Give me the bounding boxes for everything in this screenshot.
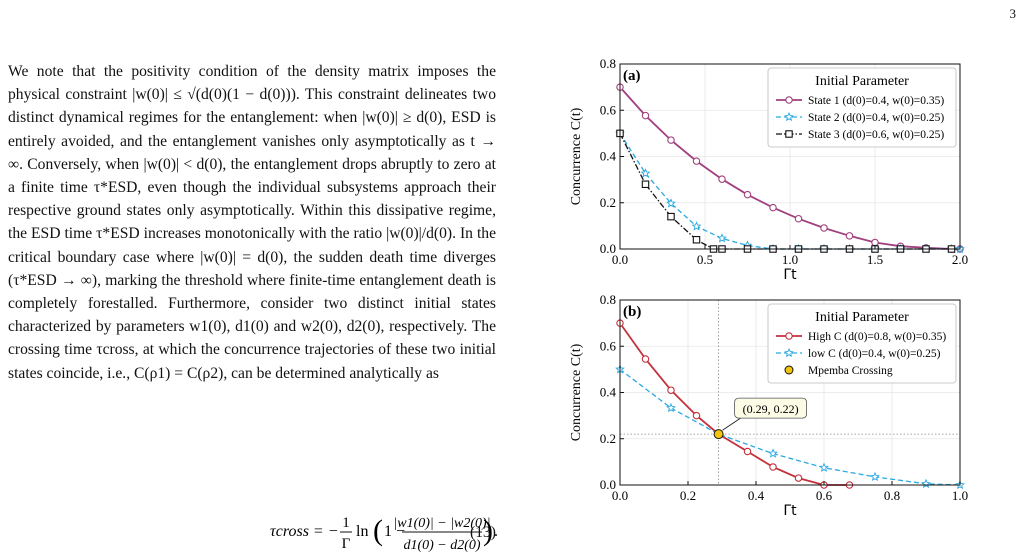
data-point (769, 203, 777, 212)
y-tick-label: 0.4 (600, 385, 617, 400)
eq-inner-one: 1 − (384, 523, 405, 540)
data-point (845, 232, 854, 240)
x-tick-label: 0.2 (680, 488, 696, 503)
data-point (794, 214, 803, 223)
data-point (692, 411, 701, 420)
data-point (870, 471, 880, 482)
legend-entry: State 2 (d(0)=0.4, w(0)=0.25) (808, 112, 944, 124)
eq-right-paren: ) (483, 514, 493, 547)
legend-swatch-marker (784, 365, 794, 375)
legend-swatch-marker (785, 332, 793, 340)
legend-entry: State 1 (d(0)=0.4, w(0)=0.35) (808, 95, 944, 107)
equation-body: τcross = − 1 Γ ln ( 1 − |w1(0)| − |w2(0)… (270, 514, 498, 553)
y-tick-label: 0.0 (600, 241, 616, 256)
eq-inner-num: |w1(0)| − |w2(0)| (393, 516, 490, 531)
annotation-label: (0.29, 0.22) (743, 402, 799, 416)
y-axis-label: Concurrence C(t) (569, 107, 584, 205)
data-point (718, 175, 726, 183)
data-point (769, 463, 777, 471)
x-tick-label: 0.5 (697, 252, 713, 267)
eq-ln: ln (356, 523, 368, 540)
y-axis-label: Concurrence C(t) (569, 343, 584, 441)
data-point (743, 190, 752, 199)
data-point (768, 448, 778, 458)
legend-entry: low C (d(0)=0.4, w(0)=0.25) (808, 348, 941, 360)
data-point (667, 136, 675, 144)
x-tick-label: 0.0 (612, 252, 628, 267)
x-tick-label: 1.5 (867, 252, 883, 267)
body-text-column: We note that the positivity condition of… (8, 60, 496, 385)
data-point (794, 474, 803, 482)
chart-panel-b: (0.29, 0.22) 0.0 0.2 0.4 0.6 0.8 1.0 0.0 0.2 0.4 0… (560, 290, 1020, 520)
legend-entry: High C (d(0)=0.8, w(0)=0.35) (808, 331, 946, 343)
y-tick-label: 0.2 (600, 431, 616, 446)
data-point (692, 157, 701, 165)
data-point (667, 212, 675, 221)
eq-inner-den: d1(0) − d2(0) (403, 538, 480, 553)
series-2 (615, 364, 965, 490)
annotation-box (734, 397, 808, 419)
data-point (667, 386, 675, 394)
paragraph: We note that the positivity condition of… (8, 63, 496, 382)
x-axis-label: Γt (783, 267, 797, 283)
eq-frac-den: Γ (342, 536, 351, 552)
eq-frac-num: 1 (342, 515, 350, 531)
series-line (619, 368, 961, 486)
x-axis-label: Γt (783, 503, 797, 519)
legend-entry: State 3 (d(0)=0.6, w(0)=0.25) (808, 129, 944, 141)
equation-13: τcross = − 1 Γ ln ( 1 − |w1(0)| − |w2(0)… (8, 504, 498, 554)
legend-title: Initial Parameter (815, 310, 909, 325)
series-line (619, 133, 952, 250)
data-point (921, 478, 931, 489)
data-point (666, 402, 676, 413)
y-tick-label: 0.8 (600, 56, 616, 71)
y-tick-label: 0.8 (600, 292, 616, 307)
series-line (619, 322, 850, 486)
legend-swatch-marker (785, 130, 793, 138)
mpemba-crossing-point (713, 429, 724, 440)
eq-lhs: τcross = − (270, 523, 339, 540)
x-tick-label: 0.8 (884, 488, 900, 503)
page-number: 3 (1009, 6, 1017, 21)
data-point (743, 447, 752, 456)
data-point (641, 355, 650, 363)
data-point (691, 221, 702, 231)
data-point (640, 168, 651, 178)
data-point (666, 198, 676, 208)
data-point (717, 233, 727, 243)
y-tick-label: 0.6 (600, 338, 617, 353)
chart-b-svg: (0.29, 0.22) 0.0 0.2 0.4 0.6 0.8 1.0 0.0 0.2 0.4 0… (569, 292, 968, 519)
data-point (641, 111, 650, 120)
annotation-arrow (722, 417, 741, 431)
y-tick-label: 0.0 (600, 477, 616, 492)
series-3 (616, 129, 956, 253)
data-point (692, 236, 701, 244)
legend-swatch-marker (784, 111, 794, 122)
x-tick-label: 0.4 (748, 488, 765, 503)
eq-tail: . (494, 523, 498, 540)
chart-a-svg: 0.0 0.5 1.0 1.5 2.0 0.0 0.2 0.4 0.6 0.8 Γt Concurre… (569, 56, 968, 283)
legend-box (767, 303, 957, 384)
x-tick-label: 1.0 (952, 488, 968, 503)
x-tick-label: 0.6 (816, 488, 833, 503)
x-tick-label: 0.0 (612, 488, 628, 503)
legend-entry: Mpemba Crossing (808, 365, 893, 377)
x-tick-label: 1.0 (782, 252, 798, 267)
y-tick-label: 0.4 (600, 149, 617, 164)
data-point (819, 462, 829, 472)
legend-title: Initial Parameter (815, 74, 909, 89)
equation-number: (13) (470, 524, 496, 541)
legend-swatch-marker (785, 96, 793, 104)
legend-swatch-marker (784, 347, 794, 358)
chart-panel-a: 0.0 0.5 1.0 1.5 2.0 0.0 0.2 0.4 0.6 0.8 Γt Concurre… (560, 54, 1020, 284)
panel-label: (b) (623, 304, 641, 320)
x-tick-label: 2.0 (952, 252, 968, 267)
data-point (641, 180, 650, 189)
y-tick-label: 0.2 (600, 195, 616, 210)
data-point (820, 224, 828, 232)
eq-left-paren: ( (373, 514, 383, 547)
panel-label: (a) (623, 68, 641, 84)
legend-box (767, 67, 957, 148)
y-tick-label: 0.6 (600, 102, 617, 117)
